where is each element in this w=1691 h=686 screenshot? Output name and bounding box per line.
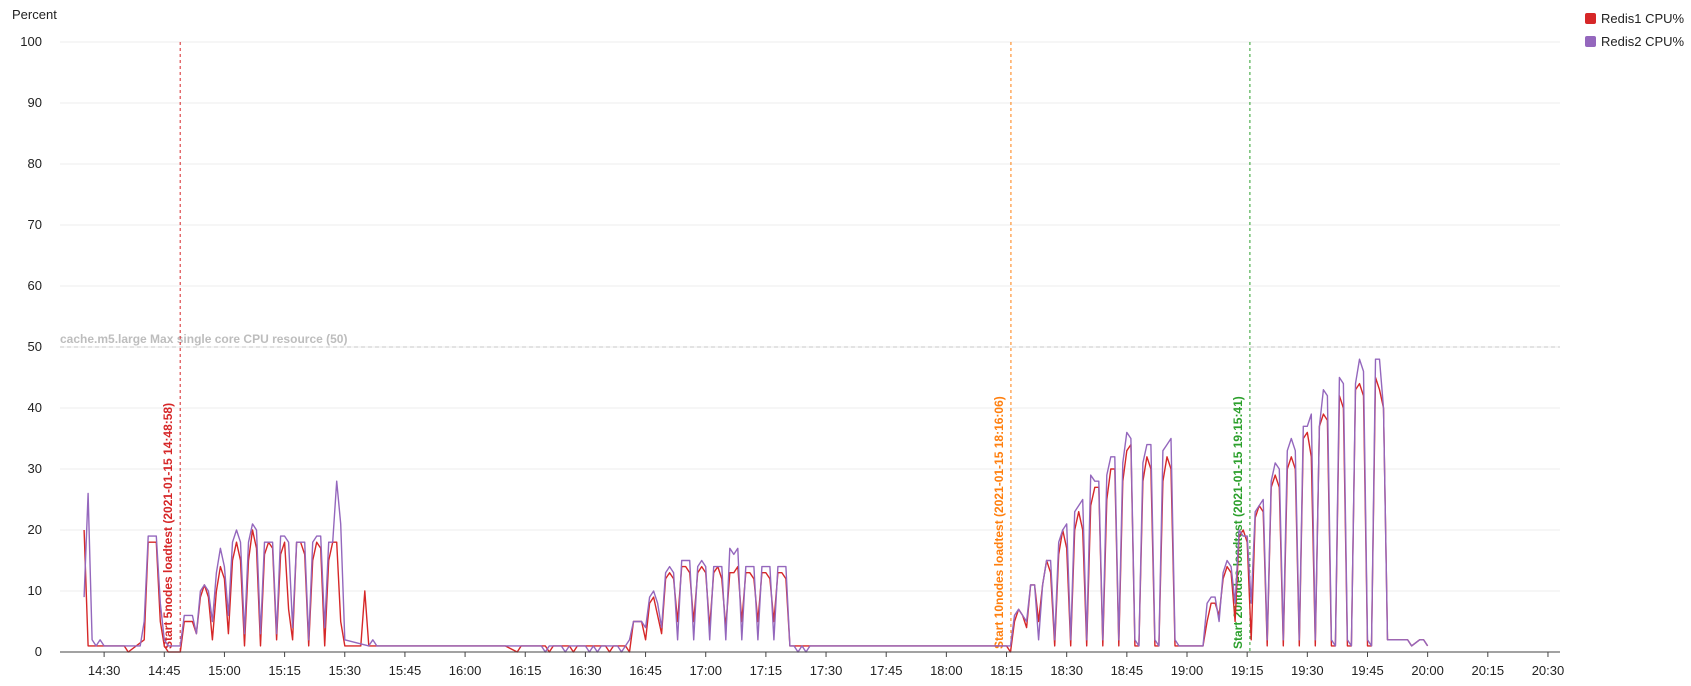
y-axis-ticks: 0 10 20 30 40 50 60 70 80 90 100 (20, 34, 42, 659)
x-tick-label: 17:00 (689, 663, 722, 678)
x-tick-label: 18:15 (990, 663, 1023, 678)
y-tick-label: 30 (28, 461, 42, 476)
x-tick-label: 14:45 (148, 663, 181, 678)
y-tick-label: 20 (28, 522, 42, 537)
y-tick-label: 80 (28, 156, 42, 171)
x-tick-label: 15:30 (328, 663, 361, 678)
legend-entry: Redis1 CPU% (1601, 11, 1685, 26)
y-tick-label: 90 (28, 95, 42, 110)
annotation-markers: Start 5nodes loadtest (2021-01-15 14:48:… (161, 42, 1251, 652)
gridlines (60, 41, 1560, 592)
legend-entry: Redis2 CPU% (1601, 34, 1685, 49)
x-tick-label: 18:30 (1050, 663, 1083, 678)
y-tick-label: 0 (35, 644, 42, 659)
y-tick-label: 10 (28, 583, 42, 598)
x-tick-label: 14:30 (88, 663, 121, 678)
x-tick-label: 16:00 (449, 663, 482, 678)
x-tick-label: 19:45 (1351, 663, 1384, 678)
x-tick-label: 17:45 (870, 663, 903, 678)
x-tick-label: 20:30 (1532, 663, 1565, 678)
x-tick-label: 17:15 (750, 663, 783, 678)
y-tick-label: 40 (28, 400, 42, 415)
y-tick-label: 60 (28, 278, 42, 293)
x-tick-label: 19:30 (1291, 663, 1324, 678)
x-tick-label: 15:45 (389, 663, 422, 678)
legend-swatch (1585, 13, 1596, 24)
threshold-label: cache.m5.large Max single core CPU resou… (60, 332, 347, 346)
x-tick-label: 20:15 (1472, 663, 1505, 678)
y-tick-label: 50 (28, 339, 42, 354)
x-tick-label: 16:45 (629, 663, 662, 678)
x-tick-label: 19:15 (1231, 663, 1264, 678)
y-axis-unit-label: Percent (12, 7, 57, 22)
x-tick-label: 19:00 (1171, 663, 1204, 678)
x-tick-label: 17:30 (810, 663, 843, 678)
annotation-label: Start 5nodes loadtest (2021-01-15 14:48:… (161, 403, 175, 649)
threshold-marker: cache.m5.large Max single core CPU resou… (60, 332, 1560, 348)
x-tick-label: 20:00 (1411, 663, 1444, 678)
x-tick-label: 16:15 (509, 663, 542, 678)
legend: Redis1 CPU% Redis2 CPU% (1585, 11, 1685, 49)
series-lines (83, 358, 1429, 653)
legend-swatch (1585, 36, 1596, 47)
y-tick-label: 100 (20, 34, 42, 49)
x-tick-label: 18:00 (930, 663, 963, 678)
x-tick-label: 16:30 (569, 663, 602, 678)
x-axis-ticks: 14:30 14:45 15:00 15:15 15:30 15:45 16:00 16:15… (88, 652, 1564, 678)
y-tick-label: 70 (28, 217, 42, 232)
series-line (83, 358, 1429, 653)
x-tick-label: 18:45 (1111, 663, 1144, 678)
annotation-label: Start 20nodes loadtest (2021-01-15 19:15… (1231, 396, 1245, 649)
x-tick-label: 15:15 (268, 663, 301, 678)
annotation-label: Start 10nodes loadtest (2021-01-15 18:16… (992, 396, 1006, 649)
x-tick-label: 15:00 (208, 663, 241, 678)
